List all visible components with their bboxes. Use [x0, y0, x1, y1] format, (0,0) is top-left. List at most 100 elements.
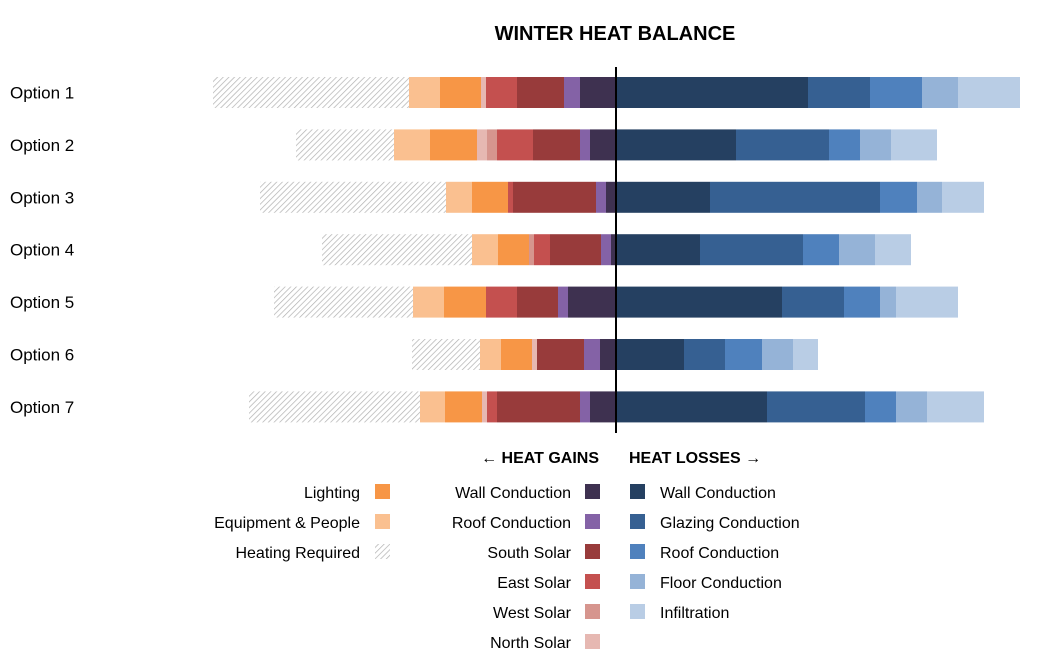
bar-gain-wall-conduction — [606, 181, 616, 213]
bar-gain-east-solar — [487, 391, 497, 423]
legend-label: South Solar — [487, 545, 571, 562]
bar-loss-wall-conduction — [616, 77, 808, 108]
bar-gain-north-solar — [482, 391, 487, 423]
legend-label: Roof Conduction — [660, 545, 779, 562]
legend-swatch-south-solar — [585, 544, 600, 559]
bar-gain-south-solar — [550, 234, 601, 266]
bar-gain-south-solar — [517, 286, 558, 318]
legend-swatch-wall-conduction — [585, 484, 600, 499]
legend-label: Glazing Conduction — [660, 515, 800, 532]
legend-label: Roof Conduction — [452, 515, 571, 532]
bar-gain-lighting — [501, 339, 532, 370]
bar-gain-heating-required — [249, 391, 420, 423]
category-label: Option 4 — [10, 241, 74, 260]
bar-gain-east-solar — [508, 181, 513, 213]
bar-gain-heating-required — [296, 129, 394, 161]
bar-gain-heating-required — [213, 77, 409, 108]
legend-label: Infiltration — [660, 605, 729, 622]
bar-gain-east-solar — [486, 286, 517, 318]
bar-loss-roof-conduction — [870, 77, 922, 108]
bar-gain-west-solar — [487, 129, 497, 161]
legend-swatch-glazing-conduction — [630, 514, 645, 529]
legend-swatch-wall-conduction — [630, 484, 645, 499]
bar-loss-glazing-conduction — [767, 391, 865, 423]
legend-label: East Solar — [497, 575, 571, 592]
bar-gain-heating-required — [274, 286, 413, 318]
legend-label: Equipment & People — [214, 515, 360, 532]
bar-gain-roof-conduction — [580, 129, 590, 161]
bar-loss-infiltration — [896, 286, 958, 318]
bar-gain-equipment-and-people — [394, 129, 430, 161]
bar-gain-equipment-and-people — [413, 286, 444, 318]
legend-label: Floor Conduction — [660, 575, 782, 592]
bar-gain-south-solar — [533, 129, 580, 161]
bar-loss-glazing-conduction — [684, 339, 725, 370]
bar-loss-floor-conduction — [917, 181, 942, 213]
legend-label: Wall Conduction — [660, 485, 776, 502]
legend-swatch-roof-conduction — [585, 514, 600, 529]
bar-gain-heating-required — [322, 234, 472, 266]
category-label: Option 3 — [10, 188, 74, 207]
bar-loss-infiltration — [942, 181, 984, 213]
bar-loss-wall-conduction — [616, 181, 710, 213]
bar-gain-lighting — [445, 391, 482, 423]
bar-loss-roof-conduction — [880, 181, 917, 213]
legend-swatch-infiltration — [630, 604, 645, 619]
bar-loss-infiltration — [927, 391, 984, 423]
legend-swatch-north-solar — [585, 634, 600, 649]
bar-loss-wall-conduction — [616, 339, 684, 370]
bar-gain-equipment-and-people — [420, 391, 445, 423]
category-label: Option 6 — [10, 346, 74, 365]
legend-label: Wall Conduction — [455, 485, 571, 502]
legend-swatch-west-solar — [585, 604, 600, 619]
bar-gain-wall-conduction — [568, 286, 616, 318]
bar-gain-wall-conduction — [590, 391, 616, 423]
bar-loss-infiltration — [891, 129, 937, 161]
legend-swatch-lighting — [375, 484, 390, 499]
bar-gain-south-solar — [517, 77, 564, 108]
bar-gain-roof-conduction — [601, 234, 611, 266]
bar-loss-floor-conduction — [762, 339, 793, 370]
bar-loss-glazing-conduction — [710, 181, 880, 213]
bar-loss-floor-conduction — [860, 129, 891, 161]
bar-loss-wall-conduction — [616, 234, 700, 266]
bar-loss-roof-conduction — [803, 234, 839, 266]
bar-gain-lighting — [498, 234, 529, 266]
category-label: Option 2 — [10, 136, 74, 155]
bar-loss-floor-conduction — [922, 77, 958, 108]
bar-loss-infiltration — [875, 234, 911, 266]
legend-swatch-floor-conduction — [630, 574, 645, 589]
bar-loss-floor-conduction — [880, 286, 896, 318]
bar-gain-equipment-and-people — [446, 181, 472, 213]
bar-gain-north-solar — [532, 339, 537, 370]
legend-label: Lighting — [304, 485, 360, 502]
bar-gain-north-solar — [477, 129, 487, 161]
bar-loss-glazing-conduction — [736, 129, 829, 161]
legend-swatch-equipment-and-people — [375, 514, 390, 529]
bar-gain-wall-conduction — [590, 129, 616, 161]
bar-gain-roof-conduction — [558, 286, 568, 318]
bar-gain-east-solar — [534, 234, 550, 266]
bar-gain-south-solar — [537, 339, 584, 370]
bar-gain-south-solar — [513, 181, 596, 213]
bar-loss-glazing-conduction — [782, 286, 844, 318]
bar-gain-roof-conduction — [564, 77, 580, 108]
bar-gain-lighting — [430, 129, 477, 161]
bar-gain-roof-conduction — [580, 391, 590, 423]
bar-gain-lighting — [472, 181, 508, 213]
bar-gain-wall-conduction — [580, 77, 616, 108]
bar-loss-wall-conduction — [616, 391, 767, 423]
bar-gain-roof-conduction — [584, 339, 600, 370]
bar-gain-equipment-and-people — [409, 77, 440, 108]
legend-swatch-east-solar — [585, 574, 600, 589]
bar-loss-roof-conduction — [865, 391, 896, 423]
bar-gain-heating-required — [260, 181, 446, 213]
bar-gain-equipment-and-people — [480, 339, 501, 370]
bar-gain-lighting — [440, 77, 481, 108]
bar-loss-floor-conduction — [896, 391, 927, 423]
heat-gains-label: ← HEAT GAINS — [481, 450, 599, 467]
bar-loss-roof-conduction — [829, 129, 860, 161]
bar-gain-south-solar — [497, 391, 580, 423]
bar-gain-heating-required — [412, 339, 480, 370]
bar-loss-wall-conduction — [616, 129, 736, 161]
